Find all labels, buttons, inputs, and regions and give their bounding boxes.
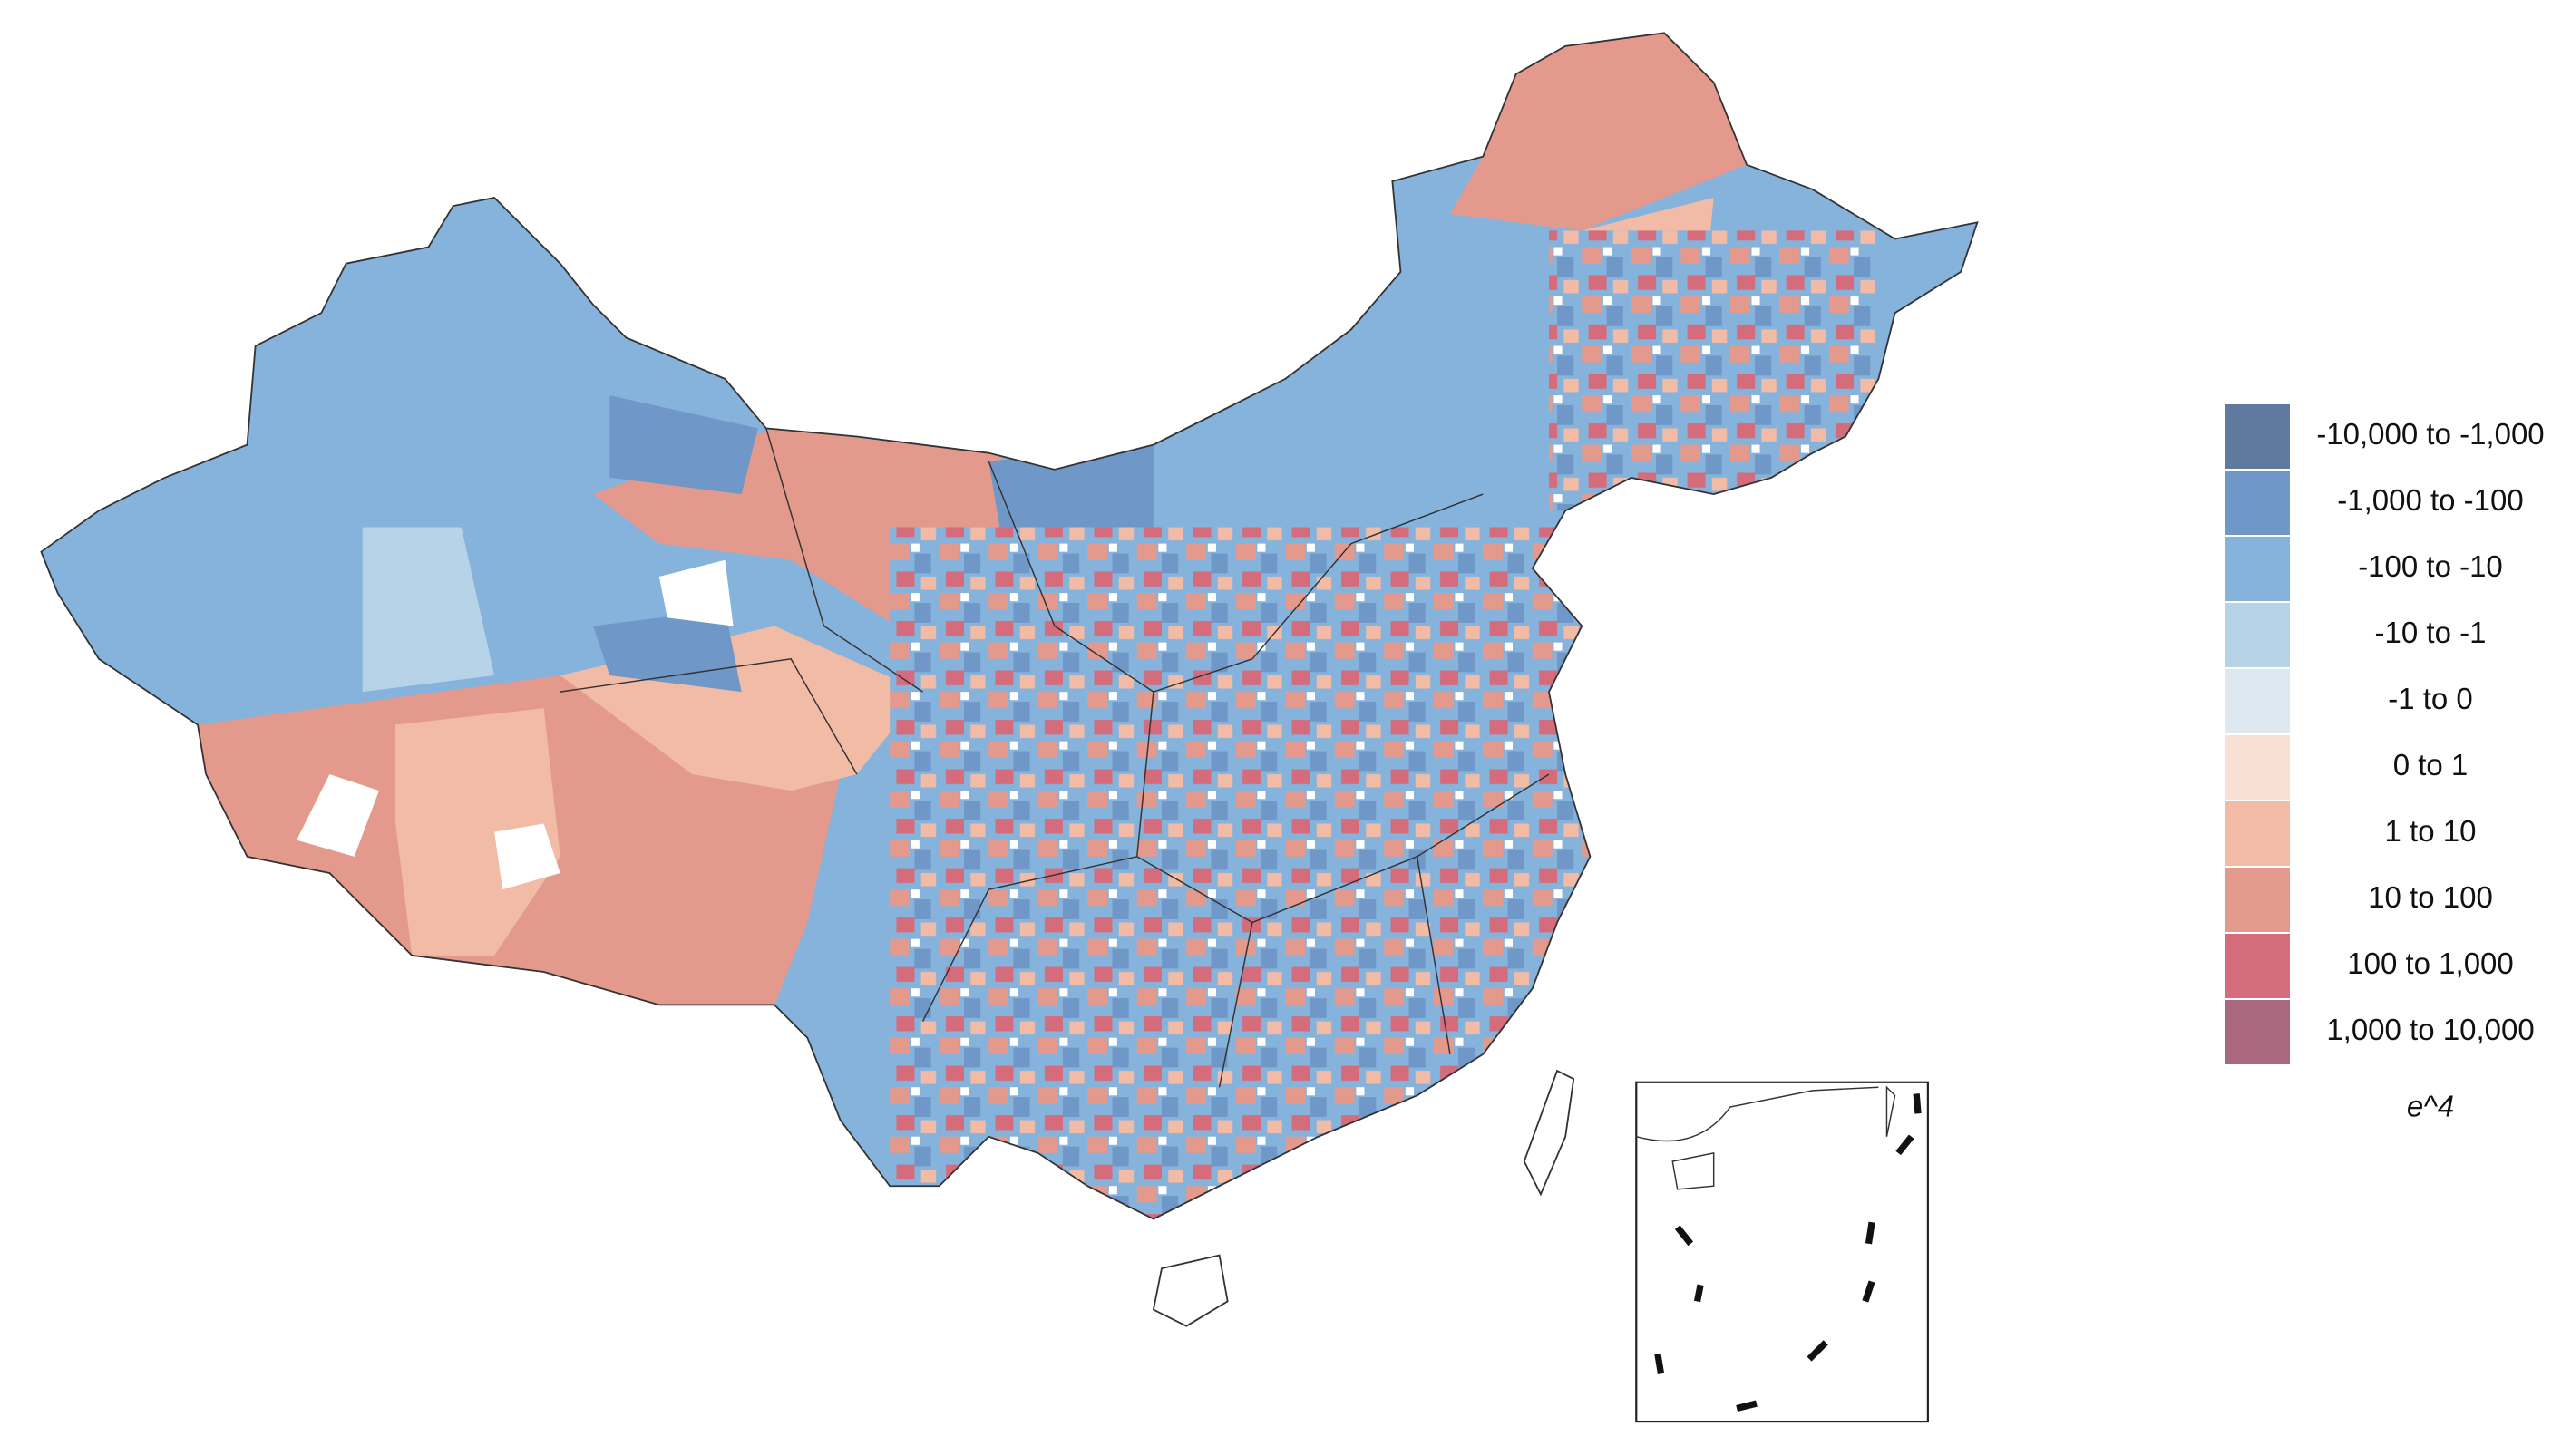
country-outline <box>40 32 1979 1220</box>
legend-label: -1,000 to -100 <box>2337 483 2523 517</box>
legend-swatch <box>2224 535 2292 603</box>
inset <box>1635 1081 1929 1423</box>
legend-label: 100 to 1,000 <box>2347 946 2514 980</box>
legend-swatch <box>2224 403 2292 471</box>
legend-label: 10 to 100 <box>2368 880 2493 914</box>
legend-label: -10 to -1 <box>2375 616 2487 649</box>
legend-label: 0 to 1 <box>2393 748 2469 781</box>
legend-label: -1 to 0 <box>2388 682 2473 715</box>
legend-swatch <box>2224 667 2292 735</box>
legend-swatch <box>2224 469 2292 537</box>
legend-label: 1 to 10 <box>2385 814 2477 848</box>
legend: -10,000 to -1,000 -1,000 to -100 -100 to -… <box>2224 403 2545 1123</box>
legend-swatch <box>2224 733 2292 801</box>
legend-swatch <box>2224 998 2292 1066</box>
map <box>40 32 1979 1423</box>
legend-label: -10,000 to -1,000 <box>2316 417 2544 451</box>
legend-title: e^4 <box>2407 1090 2454 1123</box>
legend-swatch <box>2224 866 2292 934</box>
province-borders <box>560 428 1550 1088</box>
taiwan <box>1523 1069 1575 1197</box>
legend-swatch <box>2224 601 2292 669</box>
legend-label: 1,000 to 10,000 <box>2326 1013 2534 1046</box>
legend-label: -100 to -10 <box>2358 549 2503 583</box>
hainan <box>1152 1254 1229 1327</box>
legend-swatch <box>2224 932 2292 1000</box>
legend-swatch <box>2224 800 2292 868</box>
